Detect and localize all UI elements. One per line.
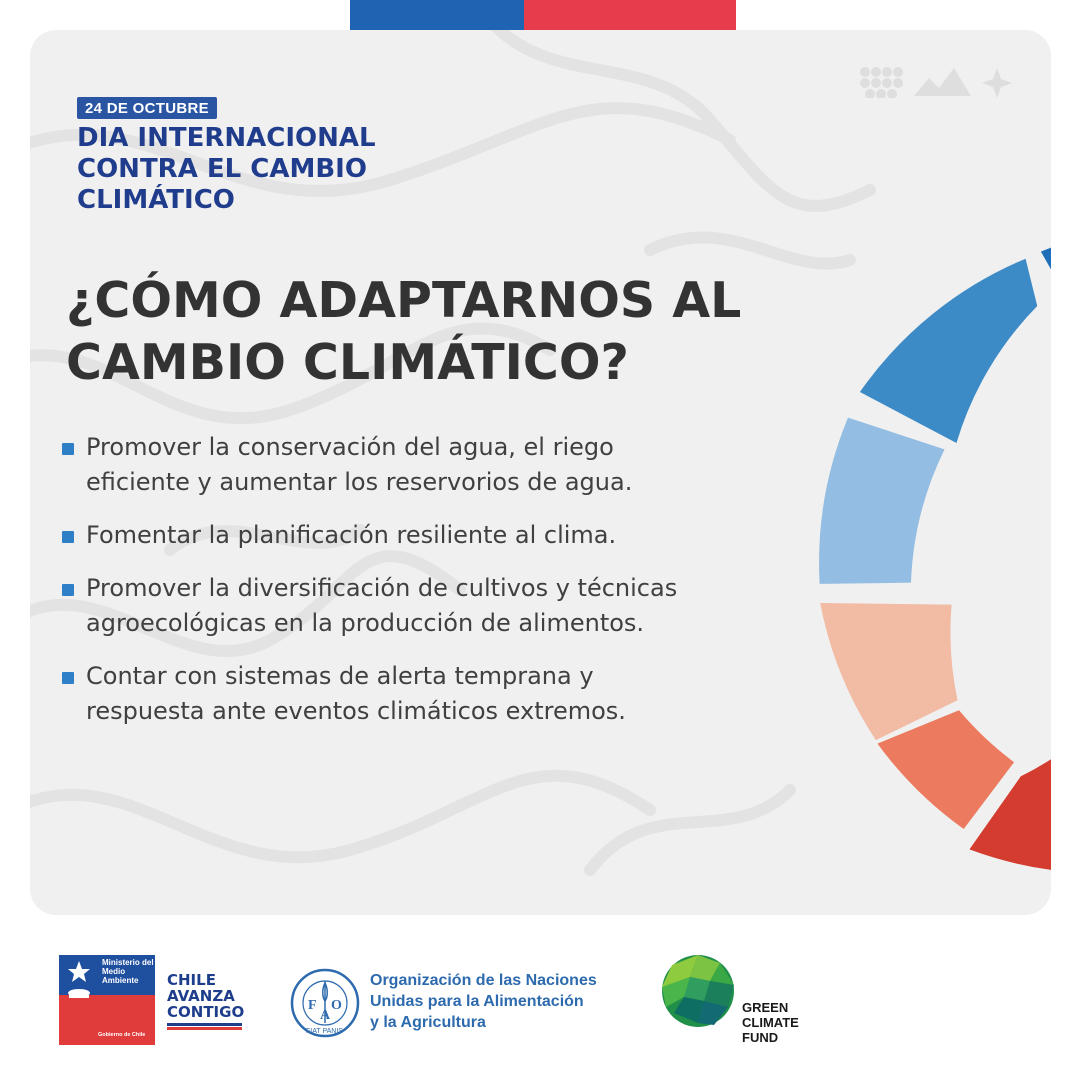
- ring-segment-5: [877, 710, 1015, 829]
- flag-stripe-red: [524, 0, 736, 34]
- ring-segment-6: [969, 759, 1051, 870]
- green-climate-fund-globe-icon: [662, 955, 734, 1027]
- fao-emblem-icon: F A O FIAT PANIS: [290, 968, 360, 1038]
- gcf-name-line: CLIMATE: [742, 1015, 799, 1030]
- fao-letter-o: O: [331, 998, 342, 1013]
- government-label: Gobierno de Chile: [98, 1032, 146, 1038]
- event-title-line: DIA INTERNACIONAL: [77, 123, 376, 153]
- ministry-name-line: Medio: [102, 967, 126, 976]
- chile-star-icon: [68, 961, 90, 982]
- slogan-line: AVANZA: [167, 987, 235, 1005]
- coat-of-arms-icon: [68, 989, 90, 998]
- slogan-line: CHILE: [167, 971, 216, 989]
- list-item-line: Fomentar la planificación resiliente al …: [86, 521, 617, 549]
- brand-decor-icons: [859, 64, 1019, 103]
- adaptation-list: Promover la conservación del agua, el ri…: [60, 430, 800, 747]
- event-title: DIA INTERNACIONAL CONTRA EL CAMBIO CLIMÁ…: [77, 123, 497, 216]
- event-title-line: CONTRA EL CAMBIO: [77, 154, 367, 184]
- fao-name-line: Unidas para la Alimentación: [370, 993, 584, 1010]
- list-item: Promover la diversificación de cultivos …: [60, 571, 800, 641]
- slogan-line: CONTIGO: [167, 1003, 245, 1021]
- list-item-line: agroecológicas en la producción de alime…: [86, 609, 645, 637]
- dots-grid-icon: [860, 67, 903, 99]
- list-item: Fomentar la planificación resiliente al …: [60, 518, 800, 553]
- ring-segment-3: [819, 417, 945, 584]
- gcf-name-line: GREEN: [742, 1000, 789, 1015]
- date-badge: 24 DE OCTUBRE: [77, 97, 217, 119]
- list-item-line: Promover la conservación del agua, el ri…: [86, 433, 614, 461]
- ring-segment-4: [820, 602, 958, 741]
- fao-name: Organización de las Naciones Unidas para…: [370, 970, 597, 1033]
- headline-line: CAMBIO CLIMÁTICO?: [66, 334, 629, 391]
- list-item-line: Contar con sistemas de alerta temprana y: [86, 662, 594, 690]
- list-item: Contar con sistemas de alerta temprana y…: [60, 659, 800, 729]
- fao-letter-a: A: [320, 1008, 331, 1023]
- bullet-square-icon: [62, 584, 74, 596]
- fao-letter-f: F: [308, 998, 317, 1013]
- list-item: Promover la conservación del agua, el ri…: [60, 430, 800, 500]
- list-item-line: respuesta ante eventos climáticos extrem…: [86, 697, 626, 725]
- gcf-name-line: FUND: [742, 1030, 779, 1045]
- event-title-line: CLIMÁTICO: [77, 185, 235, 215]
- mountains-icon: [914, 68, 971, 96]
- ministry-name: Ministerio del Medio Ambiente: [102, 958, 158, 985]
- flag-stripe-blue: [350, 0, 524, 34]
- bullet-square-icon: [62, 531, 74, 543]
- ministry-logo: [59, 955, 155, 1045]
- list-item-line: Promover la diversificación de cultivos …: [86, 574, 678, 602]
- bullet-square-icon: [62, 672, 74, 684]
- info-card: 24 DE OCTUBRE DIA INTERNACIONAL CONTRA E…: [30, 30, 1051, 915]
- slogan-underline: [167, 1023, 242, 1030]
- fao-name-line: y la Agricultura: [370, 1014, 486, 1031]
- ring-segment-1: [1040, 247, 1051, 270]
- ministry-name-line: Ambiente: [102, 976, 139, 985]
- main-headline: ¿CÓMO ADAPTARNOS AL CAMBIO CLIMÁTICO?: [66, 270, 826, 394]
- government-slogan: CHILE AVANZA CONTIGO: [167, 972, 244, 1020]
- fao-motto: FIAT PANIS: [306, 1028, 343, 1035]
- fao-name-line: Organización de las Naciones: [370, 972, 597, 989]
- ring-segment-2: [859, 258, 1038, 443]
- sparkle-icon: [982, 68, 1012, 98]
- gcf-name: GREEN CLIMATE FUND: [742, 1000, 799, 1045]
- topographic-background: [30, 30, 1051, 876]
- bullet-square-icon: [62, 443, 74, 455]
- list-item-line: eficiente y aumentar los reservorios de …: [86, 468, 633, 496]
- headline-line: ¿CÓMO ADAPTARNOS AL: [66, 272, 742, 329]
- progress-ring: [819, 247, 1051, 870]
- ministry-name-line: Ministerio del: [102, 958, 154, 967]
